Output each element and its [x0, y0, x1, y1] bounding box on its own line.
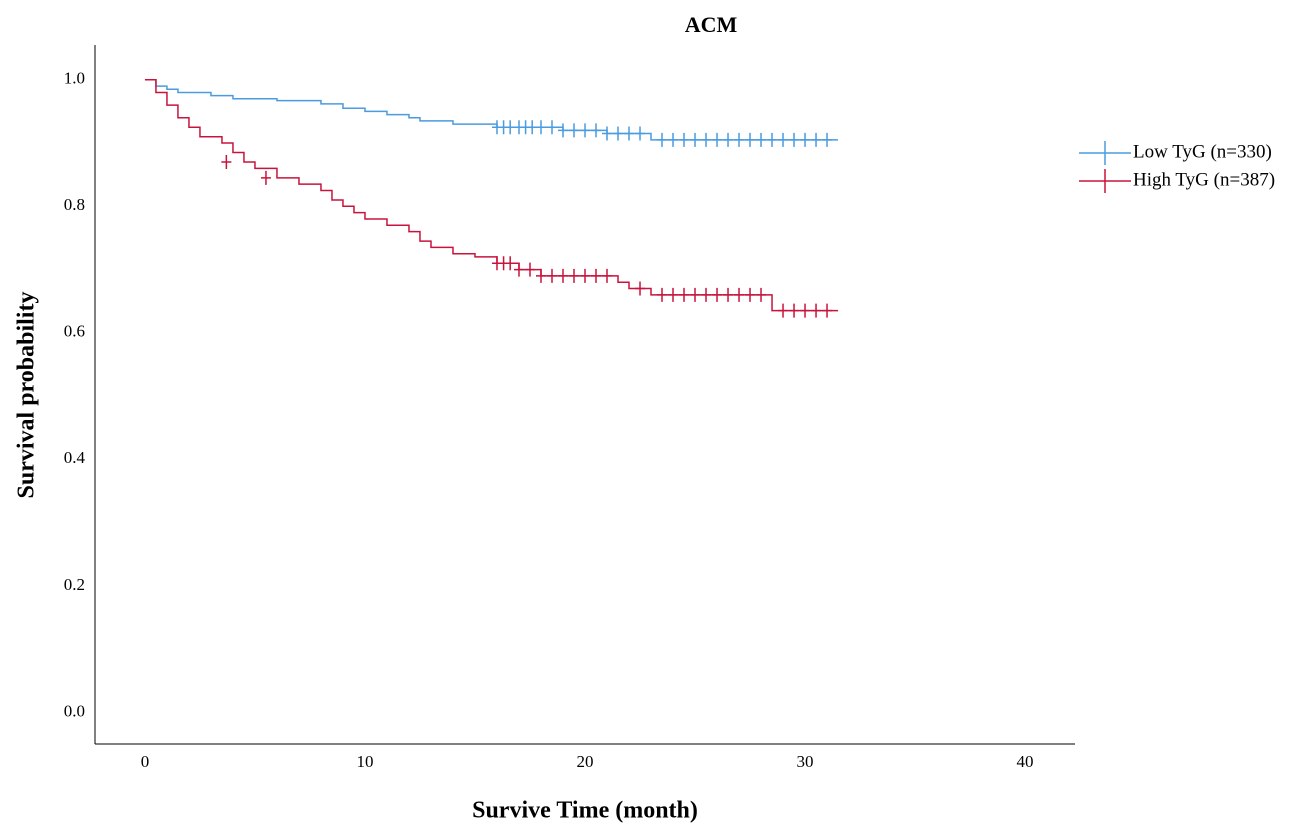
y-tick-label: 1.0	[64, 69, 85, 88]
censor-mark	[635, 126, 646, 141]
survival-curve	[144, 79, 839, 312]
y-tick-label: 0.4	[64, 448, 86, 467]
y-tick-label: 0.0	[64, 701, 85, 720]
censor-mark	[789, 132, 800, 147]
y-tick-label: 0.6	[64, 322, 85, 341]
censor-mark	[756, 132, 767, 147]
censor-mark	[822, 303, 833, 318]
y-tick-label: 0.8	[64, 195, 85, 214]
censor-mark	[811, 303, 822, 318]
censor-mark	[602, 268, 613, 283]
censor-mark	[811, 132, 822, 147]
censor-mark	[789, 303, 800, 318]
x-tick-label: 20	[577, 752, 594, 771]
censor-mark	[524, 262, 535, 277]
censor-mark	[260, 170, 271, 185]
censor-mark	[745, 132, 756, 147]
censor-mark	[527, 120, 538, 135]
censor-mark	[624, 126, 635, 141]
censor-mark	[546, 120, 557, 135]
chart-title: ACM	[685, 12, 738, 37]
censor-mark	[690, 287, 701, 302]
censor-mark	[778, 132, 789, 147]
censor-mark	[745, 287, 756, 302]
x-tick-label: 0	[141, 752, 150, 771]
censor-mark	[679, 132, 690, 147]
legend-label: High TyG (n=387)	[1133, 169, 1275, 190]
censor-mark	[546, 268, 557, 283]
censor-mark	[557, 268, 568, 283]
censor-mark	[535, 120, 546, 135]
censor-mark	[701, 287, 712, 302]
y-tick-label: 0.2	[64, 575, 85, 594]
censor-mark	[690, 132, 701, 147]
censor-mark	[505, 256, 516, 271]
censor-mark	[767, 132, 778, 147]
y-axis-label: Survival probability	[14, 292, 40, 499]
censor-mark	[568, 123, 579, 138]
censor-mark	[505, 120, 516, 135]
x-tick-label: 30	[797, 752, 814, 771]
censor-mark	[613, 126, 624, 141]
censor-mark	[723, 287, 734, 302]
censor-mark	[221, 155, 232, 170]
x-axis-label: Survive Time (month)	[472, 798, 698, 824]
censor-mark	[591, 123, 602, 138]
censor-mark	[756, 287, 767, 302]
censor-mark	[668, 132, 679, 147]
censor-mark	[557, 123, 568, 138]
x-tick-label: 10	[356, 752, 373, 771]
legend-symbol	[1079, 169, 1131, 193]
censor-mark	[591, 268, 602, 283]
censor-mark	[701, 132, 712, 147]
censor-mark	[580, 123, 590, 138]
censor-mark	[800, 303, 811, 318]
censor-mark	[712, 287, 723, 302]
censor-mark	[822, 132, 833, 147]
x-tick-label: 40	[1017, 752, 1034, 771]
censor-mark	[712, 132, 723, 147]
legend-label: Low TyG (n=330)	[1133, 141, 1272, 162]
survival-curve	[144, 79, 839, 141]
censor-mark	[723, 132, 734, 147]
legend-symbol	[1079, 141, 1131, 165]
censor-mark	[679, 287, 690, 302]
censor-mark	[734, 287, 745, 302]
censor-mark	[657, 287, 668, 302]
censor-mark	[668, 287, 679, 302]
censor-mark	[535, 268, 546, 283]
censor-mark	[580, 268, 590, 283]
censor-mark	[800, 132, 811, 147]
censor-mark	[657, 132, 668, 147]
censor-mark	[513, 262, 524, 277]
censor-mark	[602, 126, 613, 141]
censor-mark	[568, 268, 579, 283]
censor-mark	[734, 132, 745, 147]
censor-mark	[635, 281, 646, 296]
censor-mark	[778, 303, 789, 318]
